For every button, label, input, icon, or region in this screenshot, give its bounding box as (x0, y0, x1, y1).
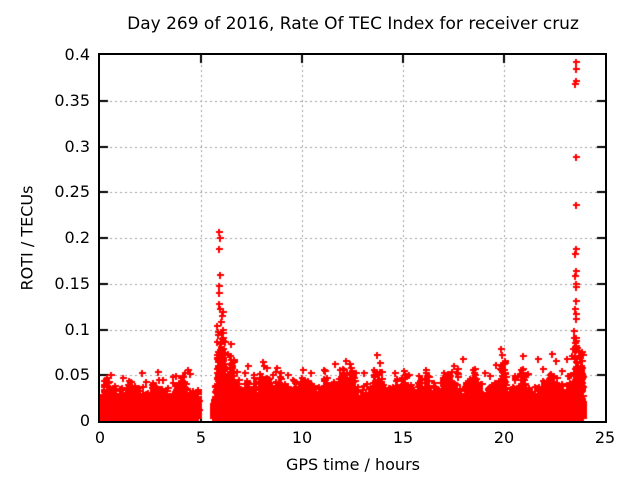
x-tick-label: 5 (195, 428, 207, 447)
x-tick-label: 20 (493, 428, 515, 447)
y-tick-label: 0.3 (64, 136, 90, 156)
y-tick-label: 0.2 (64, 228, 90, 247)
x-tick-label: 15 (392, 428, 414, 447)
x-tick-label: 10 (291, 428, 313, 447)
x-tick-label: 0 (94, 428, 106, 447)
y-tick-label: 0.1 (64, 319, 90, 339)
y-tick-label: 0 (79, 411, 90, 430)
y-tick-label: 0.35 (54, 90, 90, 110)
x-tick-label: 25 (594, 428, 616, 447)
y-tick-label: 0.25 (54, 182, 90, 202)
chart-title: Day 269 of 2016, Rate Of TEC Index for r… (127, 14, 579, 34)
y-tick-label: 0.05 (54, 365, 90, 385)
x-axis-label: GPS time / hours (286, 455, 420, 474)
scatter-canvas (100, 55, 605, 421)
y-tick-label: 0.4 (64, 45, 90, 64)
y-tick-label: 0.15 (54, 273, 90, 293)
